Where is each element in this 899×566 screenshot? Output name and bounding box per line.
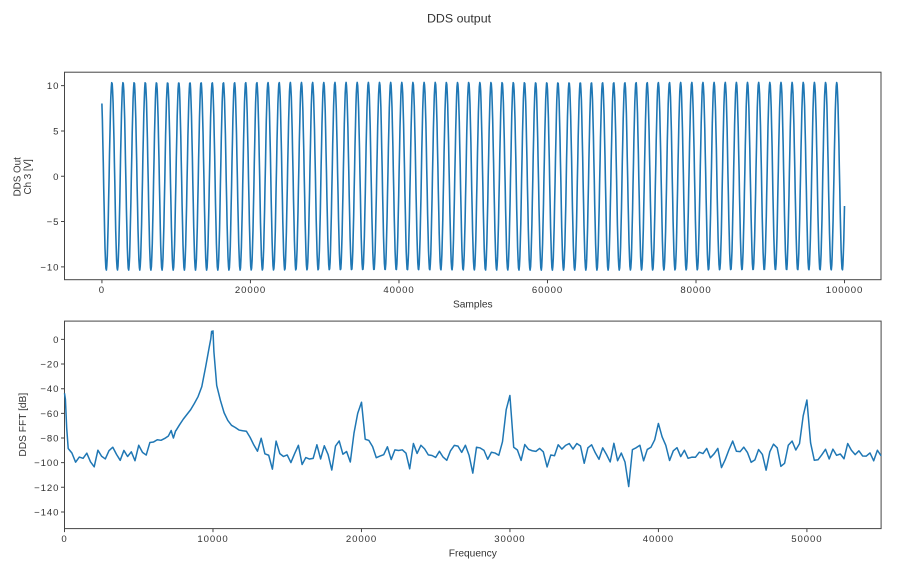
svg-text:−60: −60	[40, 409, 59, 420]
svg-text:20000: 20000	[235, 285, 266, 296]
svg-text:0: 0	[99, 285, 105, 296]
svg-text:DDS Out: DDS Out	[13, 157, 24, 196]
svg-text:Ch 3 [V]: Ch 3 [V]	[23, 159, 34, 195]
svg-text:DDS FFT [dB]: DDS FFT [dB]	[18, 393, 29, 457]
svg-text:10: 10	[47, 81, 59, 92]
svg-text:−5: −5	[47, 217, 60, 228]
svg-text:10000: 10000	[197, 534, 228, 545]
svg-text:−140: −140	[34, 507, 59, 518]
svg-text:40000: 40000	[383, 285, 414, 296]
svg-text:DDS output: DDS output	[427, 11, 492, 25]
svg-text:−80: −80	[40, 434, 59, 445]
svg-text:100000: 100000	[826, 285, 863, 296]
svg-text:0: 0	[61, 534, 67, 545]
svg-text:−40: −40	[40, 384, 59, 395]
svg-text:0: 0	[53, 172, 59, 183]
svg-text:Frequency: Frequency	[449, 548, 498, 559]
svg-text:Samples: Samples	[453, 300, 493, 311]
svg-text:−20: −20	[40, 360, 59, 371]
svg-text:20000: 20000	[346, 534, 377, 545]
svg-text:−100: −100	[34, 458, 59, 469]
svg-text:60000: 60000	[532, 285, 563, 296]
svg-text:50000: 50000	[791, 534, 822, 545]
svg-text:−10: −10	[40, 262, 59, 273]
svg-text:30000: 30000	[494, 534, 525, 545]
svg-text:5: 5	[53, 126, 59, 137]
svg-text:80000: 80000	[680, 285, 711, 296]
svg-text:0: 0	[53, 335, 59, 346]
svg-text:−120: −120	[34, 483, 59, 494]
svg-text:40000: 40000	[643, 534, 674, 545]
